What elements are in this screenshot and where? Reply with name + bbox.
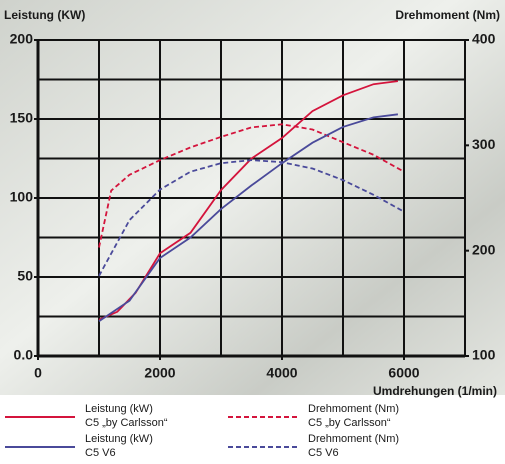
y-tick-label: 200 — [10, 31, 34, 47]
series-line — [98, 113, 399, 322]
x-tick-label: 0 — [34, 365, 42, 381]
legend-label: Drehmoment (Nm) — [308, 403, 399, 415]
y2-axis-title: Drehmoment (Nm) — [395, 8, 500, 22]
x-tick-label: 4000 — [266, 365, 297, 381]
x-axis-title: Umdrehungen (1/min) — [373, 384, 497, 398]
series-line — [98, 159, 405, 277]
y-tick-label: 50 — [17, 268, 33, 284]
y-tick-label: 150 — [10, 110, 34, 126]
legend-label: C5 „by Carlsson“ — [85, 417, 168, 429]
y2-tick-label: 200 — [472, 241, 496, 257]
legend-label: C5 „by Carlsson“ — [308, 417, 391, 429]
y2-tick-label: 300 — [472, 136, 496, 152]
series-line — [98, 123, 405, 248]
legend-background — [0, 395, 505, 464]
y2-tick-label: 400 — [472, 31, 496, 47]
legend-label: Leistung (kW) — [85, 433, 153, 445]
y-tick-label: 100 — [10, 189, 34, 205]
y-tick-label: 0.0 — [14, 347, 34, 363]
legend-label: Leistung (kW) — [85, 403, 153, 415]
x-tick-label: 6000 — [388, 365, 419, 381]
legend-label: C5 V6 — [85, 447, 116, 459]
y2-tick-label: 100 — [472, 347, 496, 363]
x-tick-label: 2000 — [144, 365, 175, 381]
y-axis-title: Leistung (KW) — [4, 8, 85, 22]
legend-label: C5 V6 — [308, 447, 339, 459]
legend-label: Drehmoment (Nm) — [308, 433, 399, 445]
